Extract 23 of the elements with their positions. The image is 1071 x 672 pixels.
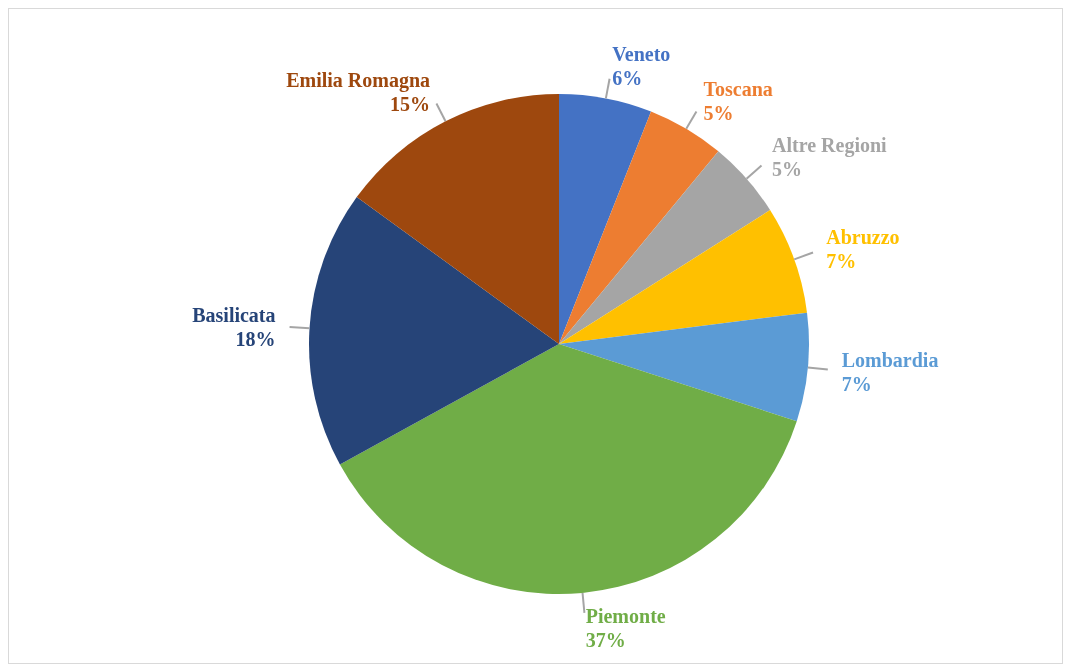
slice-label: Lombardia [841, 348, 939, 371]
slice-label: Veneto [612, 43, 671, 66]
pie-slice [559, 151, 771, 344]
data-label: 7% [826, 249, 857, 272]
pie-slice [559, 94, 652, 344]
slice-label: Basilicata [192, 304, 276, 327]
pie-slice [356, 94, 559, 344]
slice-label: Piemonte [585, 604, 666, 627]
slice-label: Abruzzo [826, 225, 900, 248]
pie-slice [339, 344, 797, 594]
data-label: 15% [390, 92, 431, 115]
data-label: 7% [841, 372, 872, 395]
slice-label: Toscana [703, 77, 773, 100]
slice-label: Emilia Romagna [286, 68, 431, 92]
data-label: 5% [772, 158, 803, 181]
data-label: 5% [703, 101, 734, 124]
pie-slice [559, 210, 808, 344]
data-label: 6% [612, 67, 643, 90]
data-label: 18% [235, 328, 276, 351]
pie-slice [309, 197, 559, 465]
data-label: 37% [585, 628, 626, 651]
pie-slice [559, 312, 809, 422]
slice-label: Altre Regioni [772, 134, 888, 158]
